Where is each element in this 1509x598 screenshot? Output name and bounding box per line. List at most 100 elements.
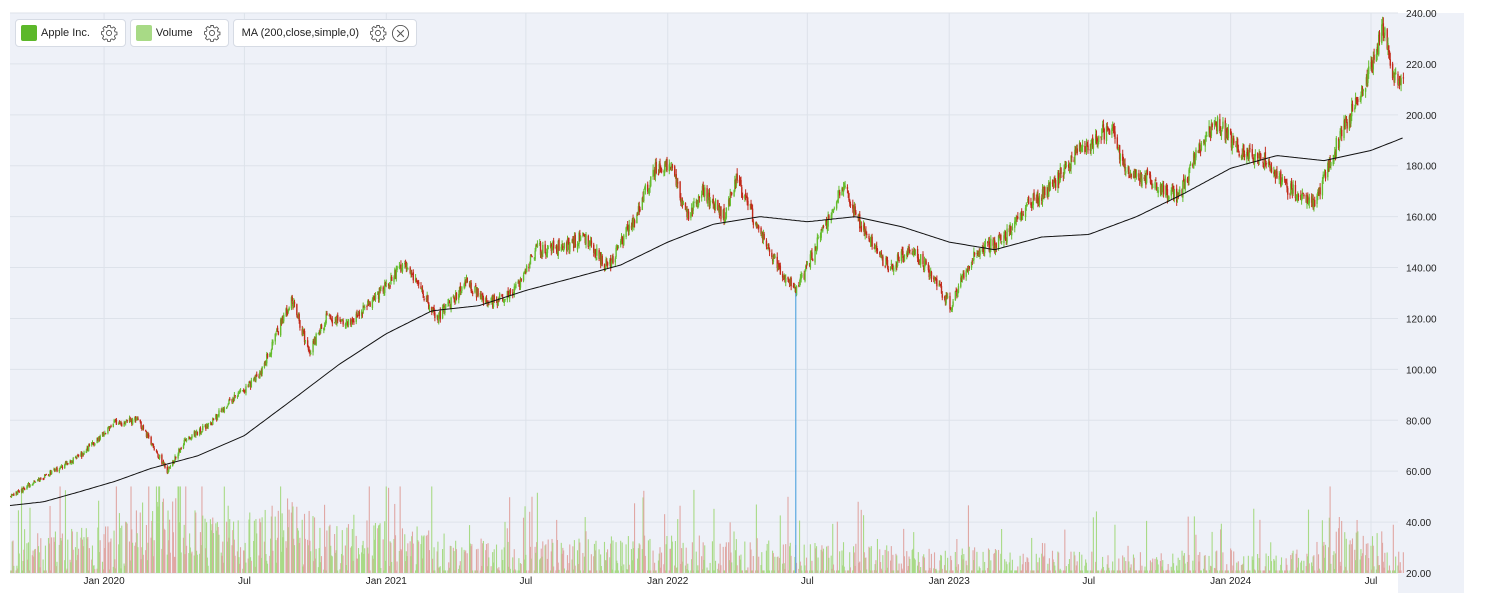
volume-bar [91, 559, 93, 573]
candle-body [1037, 200, 1040, 204]
volume-bar [930, 553, 932, 573]
volume-bar [152, 556, 154, 573]
volume-bar [751, 570, 754, 573]
volume-bar [210, 530, 212, 573]
candle-body [1314, 199, 1316, 207]
volume-bar [292, 506, 294, 573]
volume-bar [108, 569, 110, 573]
candle-body [741, 195, 744, 199]
volume-bar [347, 524, 350, 573]
volume-bar [177, 486, 179, 573]
gear-icon[interactable] [99, 23, 119, 43]
volume-bar [757, 570, 759, 573]
candle-body [34, 481, 37, 483]
volume-bar [540, 548, 542, 573]
volume-bar [136, 533, 138, 573]
close-icon[interactable] [390, 23, 410, 43]
candle-body [263, 362, 266, 368]
volume-bar [1291, 553, 1293, 573]
volume-bar [481, 565, 483, 573]
candle-body [812, 259, 814, 261]
candle-body [1042, 187, 1044, 198]
volume-bar [315, 548, 317, 573]
volume-bar [525, 554, 527, 573]
x-tick-label: Jul [238, 576, 251, 587]
volume-bar [971, 570, 973, 573]
volume-bar [352, 560, 354, 573]
volume-bar [919, 570, 921, 573]
candle-body [477, 288, 479, 296]
volume-bar [1200, 570, 1202, 573]
volume-bar [260, 522, 262, 573]
volume-bar [377, 525, 380, 573]
candle-body [296, 316, 299, 318]
x-tick-label: Jan 2022 [647, 576, 689, 587]
volume-bar [200, 545, 202, 573]
volume-bar [420, 544, 422, 573]
candle-body [1280, 171, 1282, 186]
candle-body [918, 261, 920, 263]
volume-bar [487, 543, 489, 573]
volume-bar [551, 538, 553, 573]
volume-bar [766, 543, 768, 573]
candle-body [94, 443, 96, 446]
candle-body [919, 254, 922, 265]
candle-body [60, 465, 63, 467]
gear-icon[interactable] [202, 23, 222, 43]
volume-bar [1116, 570, 1118, 573]
volume-bar [17, 510, 19, 573]
candle-body [680, 199, 683, 204]
volume-bar [169, 552, 171, 573]
volume-bar [256, 533, 258, 573]
candle-body [1389, 59, 1391, 66]
volume-bar [1371, 536, 1374, 573]
candle-body [944, 297, 947, 303]
volume-bar [1284, 570, 1286, 573]
volume-bar [151, 520, 153, 573]
candle-body [589, 240, 592, 245]
price-color-swatch[interactable] [21, 25, 37, 41]
candle-body [188, 436, 190, 439]
candle-body [290, 297, 293, 309]
candle-body [481, 294, 483, 299]
volume-bar [794, 556, 796, 573]
gear-icon[interactable] [368, 23, 388, 43]
volume-bar [1280, 557, 1283, 573]
candle-body [177, 454, 179, 459]
volume-bar [232, 530, 234, 573]
volume-bar [976, 551, 978, 573]
candle-body [1049, 181, 1051, 191]
candle-body [282, 316, 284, 320]
volume-bar [1259, 519, 1261, 573]
legend-item-volume[interactable]: Volume [129, 19, 229, 47]
candle-body [697, 195, 700, 206]
volume-bar [660, 552, 663, 573]
candle-body [638, 205, 640, 211]
volume-bar [40, 538, 42, 573]
volume-color-swatch[interactable] [135, 25, 152, 41]
legend-item-price[interactable]: Apple Inc. [15, 19, 126, 47]
candle-body [1123, 164, 1125, 166]
candle-body [1053, 178, 1055, 187]
candle-body [525, 271, 527, 273]
volume-bar [427, 570, 429, 573]
volume-bar [822, 548, 825, 573]
candle-body [194, 431, 196, 436]
candle-body [326, 313, 328, 316]
volume-bar [1079, 570, 1081, 573]
volume-bar [1367, 543, 1369, 573]
legend-item-ma[interactable]: MA (200,close,simple,0) [232, 19, 418, 47]
candle-body [315, 333, 317, 345]
candle-body [859, 214, 861, 229]
candle-body [1354, 97, 1357, 107]
candle-body [669, 165, 671, 167]
candle-body [161, 454, 163, 464]
candle-body [713, 205, 715, 207]
candle-body [1267, 162, 1270, 165]
candle-body [1241, 153, 1243, 155]
candle-body [1103, 128, 1105, 140]
volume-bar [1111, 570, 1113, 573]
candle-body [517, 281, 519, 284]
